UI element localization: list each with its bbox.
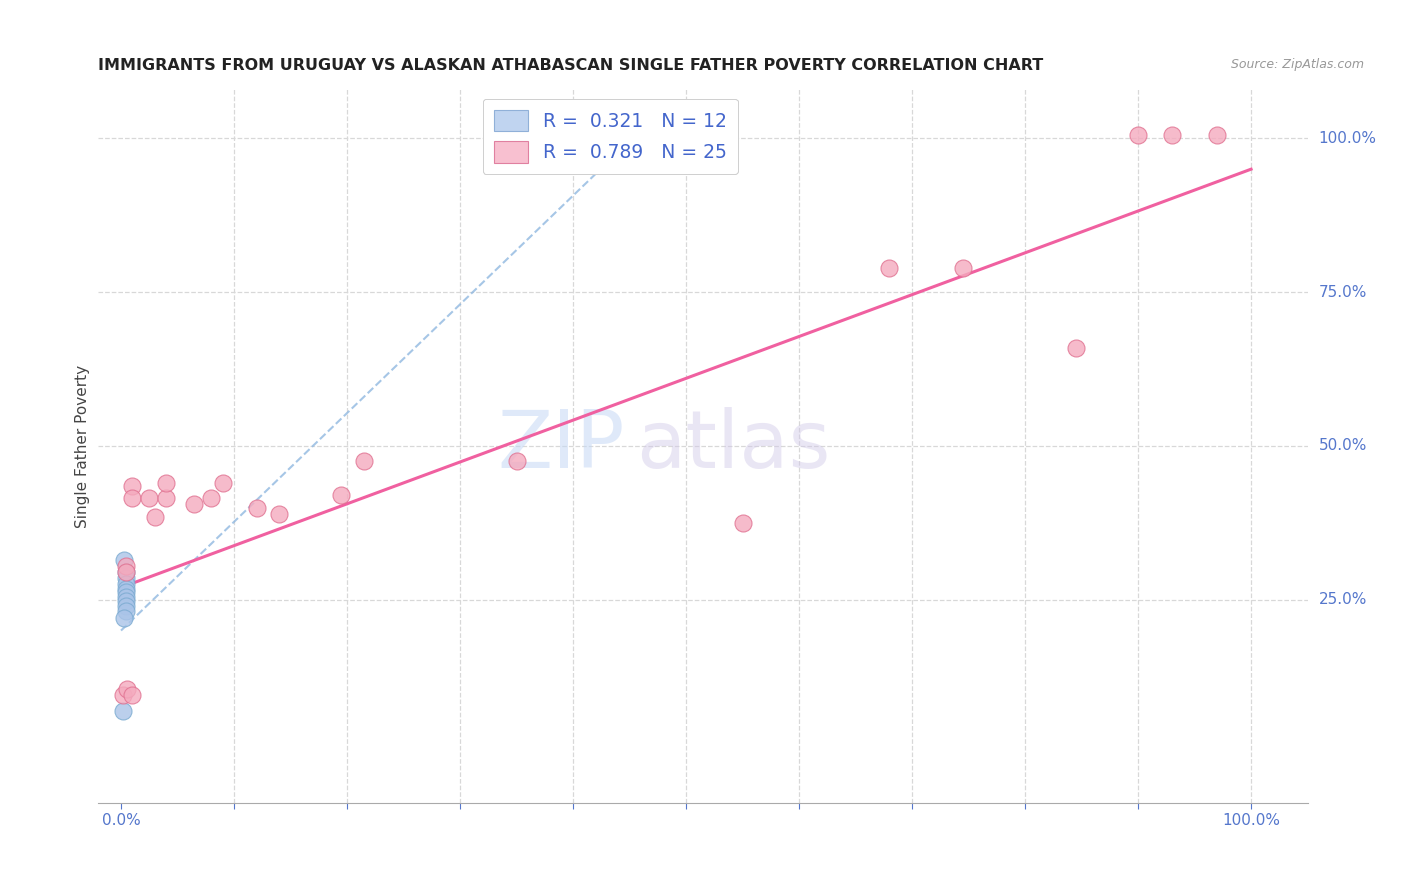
Point — [114, 590, 136, 604]
Point — [114, 599, 136, 613]
Point — [952, 260, 974, 275]
Point — [1064, 341, 1087, 355]
Legend: R =  0.321   N = 12, R =  0.789   N = 25: R = 0.321 N = 12, R = 0.789 N = 25 — [482, 99, 738, 174]
Point — [112, 704, 135, 718]
Point — [330, 488, 353, 502]
Text: 100.0%: 100.0% — [1319, 131, 1376, 146]
Text: ZIP: ZIP — [498, 407, 624, 485]
Point — [155, 475, 177, 490]
Y-axis label: Single Father Poverty: Single Father Poverty — [75, 365, 90, 527]
Text: atlas: atlas — [637, 407, 831, 485]
Point — [114, 585, 136, 599]
Point — [114, 582, 136, 596]
Point — [114, 577, 136, 591]
Point — [143, 509, 166, 524]
Point — [112, 611, 135, 625]
Point — [121, 688, 143, 702]
Point — [138, 491, 160, 506]
Point — [114, 594, 136, 608]
Point — [112, 553, 135, 567]
Text: IMMIGRANTS FROM URUGUAY VS ALASKAN ATHABASCAN SINGLE FATHER POVERTY CORRELATION : IMMIGRANTS FROM URUGUAY VS ALASKAN ATHAB… — [98, 58, 1043, 73]
Point — [114, 565, 136, 579]
Point — [200, 491, 222, 506]
Point — [115, 681, 138, 696]
Text: 75.0%: 75.0% — [1319, 285, 1367, 300]
Point — [879, 260, 901, 275]
Point — [155, 491, 177, 506]
Point — [246, 500, 269, 515]
Point — [121, 479, 143, 493]
Text: 50.0%: 50.0% — [1319, 439, 1367, 453]
Point — [114, 565, 136, 579]
Point — [1206, 128, 1229, 143]
Point — [1126, 128, 1149, 143]
Point — [112, 688, 135, 702]
Text: Source: ZipAtlas.com: Source: ZipAtlas.com — [1230, 58, 1364, 71]
Point — [121, 491, 143, 506]
Point — [269, 507, 291, 521]
Point — [183, 498, 205, 512]
Point — [211, 475, 233, 490]
Point — [114, 604, 136, 618]
Point — [114, 571, 136, 585]
Point — [353, 454, 375, 468]
Text: 25.0%: 25.0% — [1319, 592, 1367, 607]
Point — [1161, 128, 1184, 143]
Point — [731, 516, 754, 530]
Point — [114, 558, 136, 573]
Point — [505, 454, 527, 468]
